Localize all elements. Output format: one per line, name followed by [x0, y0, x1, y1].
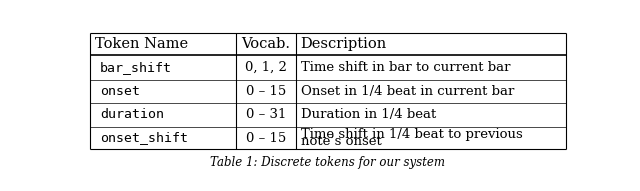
Text: onset_shift: onset_shift	[100, 131, 188, 145]
Text: 0 – 15: 0 – 15	[246, 85, 286, 98]
Text: duration: duration	[100, 108, 164, 121]
Text: bar_shift: bar_shift	[100, 61, 172, 74]
Text: Time shift in 1/4 beat to previous: Time shift in 1/4 beat to previous	[301, 128, 522, 141]
Text: Duration in 1/4 beat: Duration in 1/4 beat	[301, 108, 436, 121]
Text: 0, 1, 2: 0, 1, 2	[245, 61, 287, 74]
Text: Time shift in bar to current bar: Time shift in bar to current bar	[301, 61, 510, 74]
Text: note’s onset: note’s onset	[301, 135, 381, 148]
Text: 0 – 15: 0 – 15	[246, 131, 286, 145]
Text: Table 1: Discrete tokens for our system: Table 1: Discrete tokens for our system	[211, 155, 445, 168]
Text: Vocab.: Vocab.	[241, 37, 291, 51]
Text: Token Name: Token Name	[95, 37, 188, 51]
Text: 0 – 31: 0 – 31	[246, 108, 286, 121]
Text: onset: onset	[100, 85, 140, 98]
Text: Onset in 1/4 beat in current bar: Onset in 1/4 beat in current bar	[301, 85, 514, 98]
Text: Description: Description	[301, 37, 387, 51]
